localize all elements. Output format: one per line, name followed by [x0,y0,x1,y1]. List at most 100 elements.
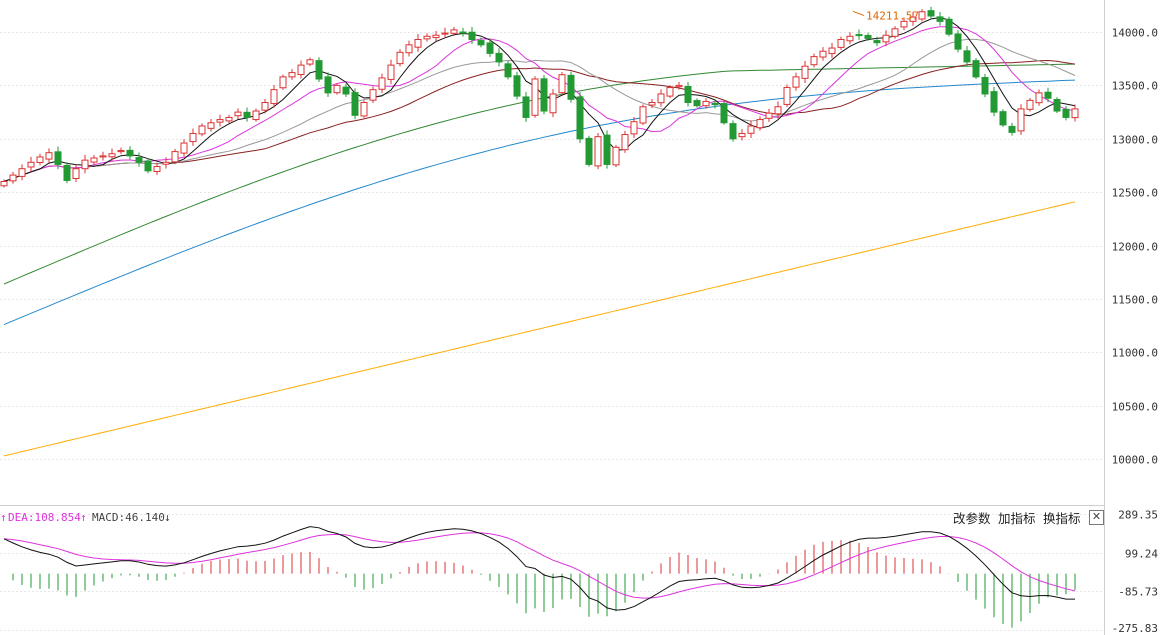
price-tick-label: 13000.0 [1112,134,1158,147]
candle-body [513,75,521,97]
candle-body [450,29,458,34]
candle-body [819,50,827,58]
price-tick-label: 11500.0 [1112,294,1158,307]
candle-body [1071,108,1079,119]
candle-body [774,106,782,115]
dif-line [3,526,1075,611]
candle-body [252,110,260,121]
price-axis: 14000.0 13500.0 13000.0 12500.0 12000.0 11500… [1112,27,1158,467]
candle-body [711,102,719,106]
candle-body [72,168,80,180]
candle-body [99,155,107,158]
candle-body [369,89,377,101]
candle-body [576,96,584,140]
candle-body [810,56,818,66]
candle-body [693,100,701,107]
candle-body [216,119,224,123]
candle-body [288,72,296,78]
candle-body [594,136,602,167]
candle-body [90,157,98,163]
candle-body [558,74,566,94]
candle-body [477,40,485,46]
candle-body [612,146,620,166]
candle-body [126,149,134,157]
candle-body [504,63,512,78]
candle-body [765,112,773,119]
candle-body [738,132,746,138]
candle-body [846,35,854,42]
candle-body [981,77,989,95]
macd-trend-arrow-icon: ↓ [164,511,171,524]
candle-body [306,59,314,65]
candle-body [756,119,764,129]
candle-body [180,142,188,154]
candle-body [990,91,998,113]
switch-indicator-button[interactable]: 换指标 [1043,511,1081,526]
candle-body [918,11,926,20]
candle-body [801,65,809,79]
candle-body [1053,99,1061,112]
candle-body [864,34,872,39]
candle-body [549,93,557,114]
candle-body [18,168,26,177]
candle-body [621,134,629,151]
candle-body [522,96,530,118]
candle-body [432,34,440,39]
candle-body [792,76,800,88]
candle-body [963,50,971,63]
candle-body [468,31,476,41]
macd-tick-label: -85.73 [1118,586,1158,599]
candle-body [459,31,467,34]
candle-body [261,101,269,111]
candle-body [441,32,449,35]
change-params-button[interactable]: 改参数 [953,511,991,526]
candle-body [27,161,35,168]
candle-body [567,74,575,100]
candle-body [585,137,593,165]
candle-body [351,92,359,116]
candle-body [747,125,755,134]
candle-body [243,111,251,118]
candle-body [702,100,710,107]
candle-body [540,78,548,112]
short-moving-averages [3,16,1076,182]
candle-body [873,40,881,44]
candle-body [279,76,287,89]
candle-body [729,123,737,140]
macd-grid [0,514,1104,631]
candle-body [171,151,179,163]
long-moving-averages [3,63,1076,457]
candle-body [81,159,89,170]
indicator-legend: ↑ DEA:108.854 ↑ MACD:46.140 ↓ [0,511,171,524]
ma30-line [3,59,1076,182]
candle-body [900,20,908,28]
add-indicator-button[interactable]: 加指标 [998,511,1036,526]
peak-annotation: 14211.57 [852,9,919,22]
price-tick-label: 10500.0 [1112,401,1158,414]
price-tick-label: 14000.0 [1112,27,1158,40]
candlesticks [0,6,1079,188]
candle-body [315,60,323,80]
candle-body [333,84,341,94]
candle-body [1026,99,1034,110]
candle-body [783,87,791,105]
candle-body [1035,92,1043,104]
candle-body [1008,125,1016,133]
candle-body [0,181,8,187]
candle-body [135,157,143,163]
close-icon[interactable]: ✕ [1089,510,1104,525]
candle-body [882,34,890,43]
candle-body [486,42,494,54]
macd-lines [3,526,1076,611]
candle-body [225,116,233,122]
ma10-line [3,26,1076,182]
candle-body [54,151,62,165]
candle-body [270,89,278,105]
candle-body [666,87,674,97]
price-tick-label: 12000.0 [1112,241,1158,254]
candle-body [387,64,395,80]
candle-body [657,93,665,104]
candle-body [342,86,350,95]
candle-body [927,10,935,17]
